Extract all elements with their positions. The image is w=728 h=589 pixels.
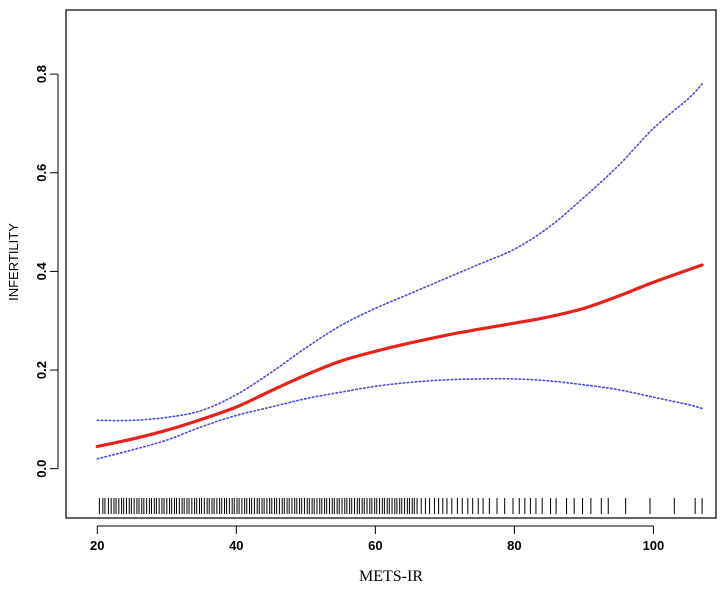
x-axis: 20 40 60 80 100 xyxy=(90,525,665,553)
plot-frame xyxy=(65,9,717,519)
upper-ci-line xyxy=(96,83,703,422)
lower-ci-line xyxy=(96,377,703,460)
rug-marks xyxy=(98,498,703,514)
y-tick-label: 0.4 xyxy=(34,262,49,281)
series-lines xyxy=(95,83,704,460)
x-tick-label: 100 xyxy=(643,538,665,553)
y-axis: 0.0 0.2 0.4 0.6 0.8 xyxy=(34,65,59,478)
y-tick-label: 0.6 xyxy=(34,164,49,182)
x-tick-label: 80 xyxy=(507,538,521,553)
y-tick-label: 0.8 xyxy=(34,65,49,83)
x-tick-label: 60 xyxy=(368,538,382,553)
y-axis-label: INFERTILITY xyxy=(6,223,21,301)
x-tick-label: 40 xyxy=(229,538,243,553)
y-tick-label: 0.0 xyxy=(34,460,49,478)
y-tick-label: 0.2 xyxy=(34,361,49,379)
x-tick-label: 20 xyxy=(90,538,104,553)
x-axis-label: METS-IR xyxy=(359,568,423,585)
estimate-line xyxy=(95,263,704,449)
